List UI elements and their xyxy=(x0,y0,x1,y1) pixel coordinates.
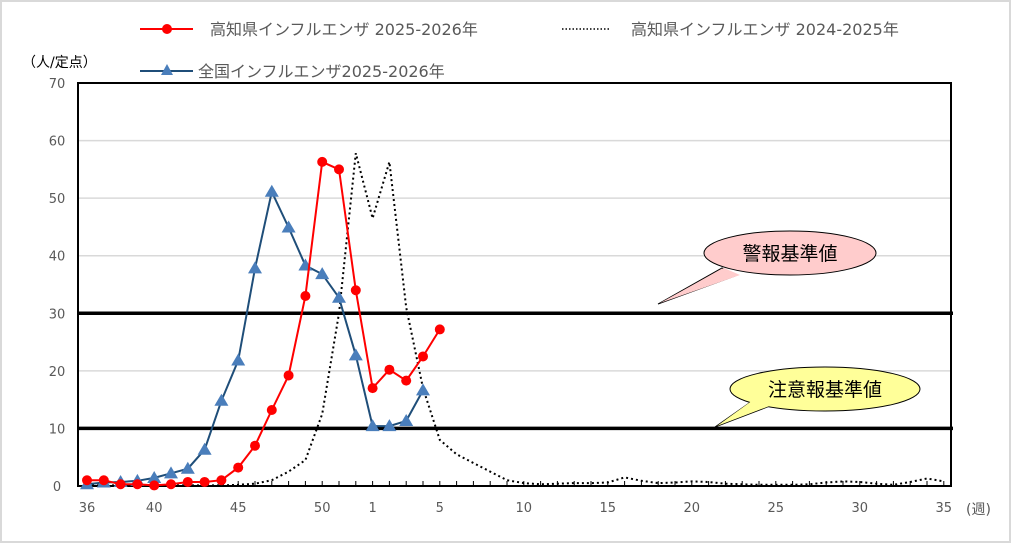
series-0 xyxy=(82,156,445,491)
x-tick-label: 25 xyxy=(768,501,785,516)
circle-marker-icon xyxy=(317,156,328,167)
y-tick-label: 60 xyxy=(49,135,66,150)
plot-area-border xyxy=(77,82,952,487)
y-tick-label: 50 xyxy=(49,192,66,207)
legend-red-circle-icon xyxy=(162,24,172,34)
triangle-marker-icon xyxy=(264,184,279,197)
x-tick-label: 50 xyxy=(314,501,331,516)
circle-marker-icon xyxy=(434,324,445,335)
x-tick-label: 1 xyxy=(368,501,376,516)
triangle-marker-icon xyxy=(197,442,212,455)
triangle-marker-icon xyxy=(365,419,380,432)
x-tick-label: 40 xyxy=(146,501,163,516)
triangle-marker-icon xyxy=(248,261,262,274)
legend-label-kochi-2024: 高知県インフルエンザ 2024-2025年 xyxy=(631,20,899,39)
triangle-marker-icon xyxy=(147,470,162,483)
x-tick-label: 30 xyxy=(852,501,869,516)
circle-marker-icon xyxy=(98,475,109,486)
circle-marker-icon xyxy=(250,440,260,451)
circle-marker-icon xyxy=(149,480,160,491)
legend: 高知県インフルエンザ 2025-2026年 高知県インフルエンザ 2024-20… xyxy=(140,20,899,81)
circle-marker-icon xyxy=(199,476,210,487)
legend-item-national-2025[interactable]: 全国インフルエンザ2025-2026年 xyxy=(140,62,445,81)
legend-item-kochi-2025[interactable]: 高知県インフルエンザ 2025-2026年 xyxy=(140,20,478,39)
triangle-marker-icon xyxy=(399,413,414,426)
legend-item-kochi-2024[interactable]: 高知県インフルエンザ 2024-2025年 xyxy=(562,20,899,39)
x-tick-label: 10 xyxy=(516,501,533,516)
circle-marker-icon xyxy=(418,351,428,362)
triangle-marker-icon xyxy=(214,393,229,406)
triangle-marker-icon xyxy=(315,267,330,280)
circle-marker-icon xyxy=(401,375,412,386)
x-axis-unit: (週) xyxy=(966,502,991,518)
circle-marker-icon xyxy=(266,405,277,416)
circle-marker-icon xyxy=(216,475,227,486)
reference-lines xyxy=(78,311,953,431)
circle-marker-icon xyxy=(350,285,361,296)
series-2 xyxy=(87,152,944,487)
x-tick-label: 15 xyxy=(600,501,617,516)
series-group xyxy=(80,152,944,491)
circle-marker-icon xyxy=(283,370,294,381)
circle-marker-icon xyxy=(233,462,244,473)
y-tick-label: 40 xyxy=(49,250,66,265)
triangle-marker-icon xyxy=(382,419,397,432)
triangle-marker-icon xyxy=(231,353,246,366)
y-tick-label: 70 xyxy=(49,77,66,92)
x-tick-label: 45 xyxy=(230,501,247,516)
alert-callout-label: 警報基準値 xyxy=(742,243,837,265)
triangle-marker-icon xyxy=(281,220,296,233)
triangle-marker-icon xyxy=(348,348,363,361)
y-tick-label: 20 xyxy=(49,365,66,380)
circle-marker-icon xyxy=(384,364,395,375)
circle-marker-icon xyxy=(300,291,311,302)
warning-callout-label: 注意報基準値 xyxy=(768,379,882,401)
warning-callout: 注意報基準値 xyxy=(714,366,921,428)
blue-series-line xyxy=(86,188,424,486)
circle-marker-icon xyxy=(334,164,344,175)
y-tick-label: 10 xyxy=(49,422,66,437)
triangle-marker-icon xyxy=(180,461,195,474)
x-tick-label: 36 xyxy=(79,501,96,516)
circle-marker-icon xyxy=(367,383,378,394)
y-tick-label: 30 xyxy=(49,307,66,322)
x-tick-label: 5 xyxy=(436,501,444,516)
x-tick-label: 20 xyxy=(684,501,701,516)
x-tick-label: 35 xyxy=(936,501,953,516)
triangle-marker-icon xyxy=(164,466,178,479)
circle-marker-icon xyxy=(115,479,126,490)
legend-label-kochi-2025: 高知県インフルエンザ 2025-2026年 xyxy=(210,20,478,39)
legend-label-national-2025: 全国インフルエンザ2025-2026年 xyxy=(198,62,445,81)
y-tick-label: 0 xyxy=(53,480,61,495)
triangle-marker-icon xyxy=(332,290,346,303)
red-series-line xyxy=(87,160,441,487)
circle-marker-icon xyxy=(82,475,92,486)
circle-marker-icon xyxy=(166,479,176,490)
alert-callout: 警報基準値 xyxy=(657,230,877,305)
circle-marker-icon xyxy=(132,479,143,490)
dotted-series-line xyxy=(87,152,944,487)
triangle-marker-icon xyxy=(416,383,430,396)
y-axis-unit: （人/定点） xyxy=(22,55,97,71)
legend-blue-triangle-icon xyxy=(161,64,173,75)
circle-marker-icon xyxy=(182,476,193,487)
